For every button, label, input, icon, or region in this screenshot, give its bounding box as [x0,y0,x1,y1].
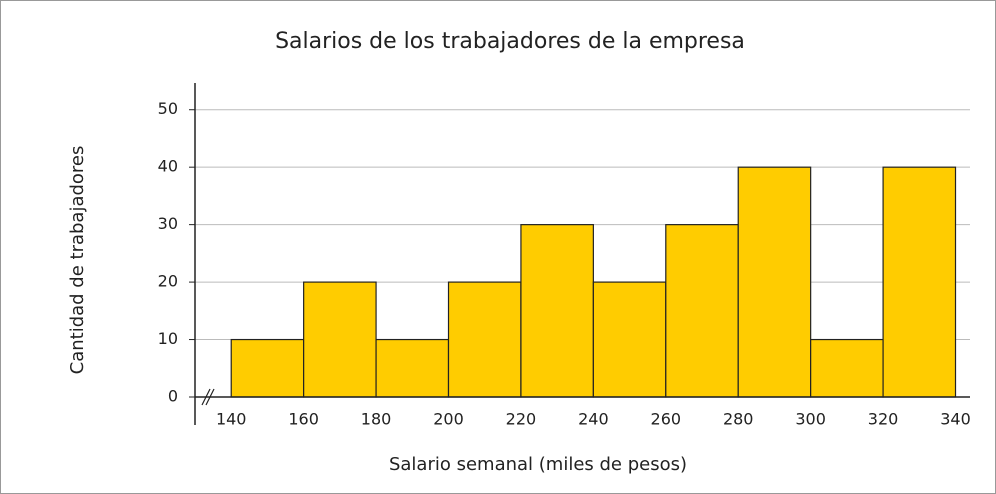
x-tick-label: 180 [361,410,392,429]
bar [592,281,667,398]
x-tick-label: 340 [940,410,971,429]
x-tick-label: 160 [288,410,319,429]
axis-break [201,388,211,406]
x-tick-label: 140 [216,410,247,429]
y-tick-label: 10 [158,329,178,348]
x-tick-label: 220 [506,410,537,429]
bar [447,281,522,398]
axes: 0 10 20 30 40 50 140 160 180 200 220 240 260 280 300 32… [158,83,971,429]
bar [737,166,812,398]
y-tick-label: 20 [158,272,178,291]
chart-title: Salarios de los trabajadores de la empre… [275,29,745,54]
x-tick-label: 280 [723,410,754,429]
y-tick-label: 50 [158,99,178,118]
axis-break [205,388,215,406]
bar [665,224,739,398]
bar [303,281,377,398]
x-axis-label: Salario semanal (miles de pesos) [389,454,687,475]
y-tick-label: 30 [158,214,178,233]
x-tick-label: 300 [795,410,826,429]
x-tick-label: 320 [868,410,899,429]
bar [230,338,305,398]
x-tick-label: 260 [651,410,682,429]
bar [882,166,957,398]
x-tick-label: 200 [433,410,464,429]
y-tick-label: 0 [168,387,178,406]
bar [810,338,884,398]
bar [375,338,450,398]
y-axis-label: Cantidad de trabajadores [67,146,88,375]
x-tick-label: 240 [578,410,609,429]
bar [520,224,594,398]
bars [230,166,957,398]
y-tick-label: 40 [158,157,178,176]
